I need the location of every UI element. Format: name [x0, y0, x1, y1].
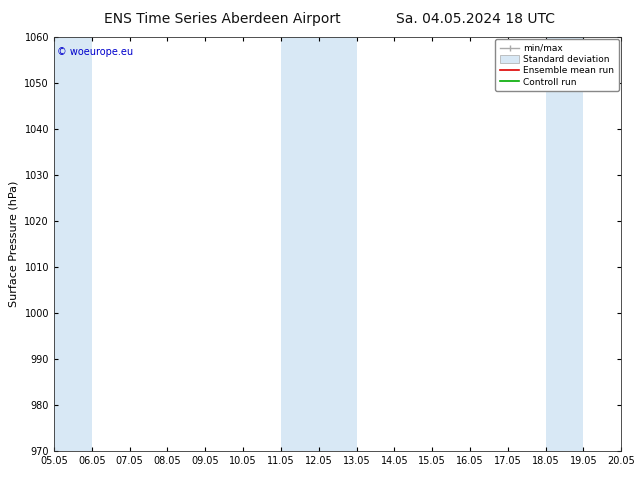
Bar — [546, 37, 583, 451]
Text: ENS Time Series Aberdeen Airport: ENS Time Series Aberdeen Airport — [103, 12, 340, 26]
Bar — [281, 37, 356, 451]
Text: © woeurope.eu: © woeurope.eu — [56, 47, 133, 57]
Legend: min/max, Standard deviation, Ensemble mean run, Controll run: min/max, Standard deviation, Ensemble me… — [495, 40, 619, 91]
Y-axis label: Surface Pressure (hPa): Surface Pressure (hPa) — [9, 181, 19, 307]
Bar — [54, 37, 92, 451]
Text: Sa. 04.05.2024 18 UTC: Sa. 04.05.2024 18 UTC — [396, 12, 555, 26]
